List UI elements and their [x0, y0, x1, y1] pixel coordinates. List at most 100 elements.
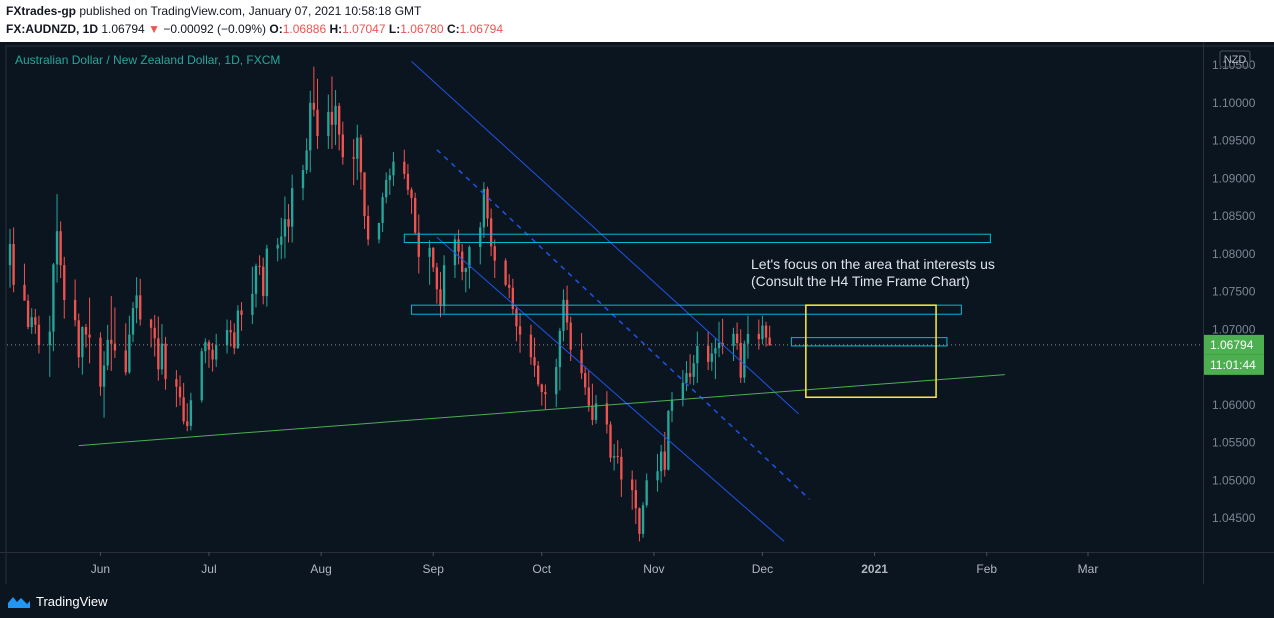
candle-body: [334, 105, 337, 125]
chart-background: [0, 42, 1274, 584]
x-tick-label: Jun: [91, 562, 110, 576]
candle-body: [417, 232, 420, 257]
candle-body: [706, 345, 710, 362]
chart-area[interactable]: 1.045001.050001.055001.060001.065001.070…: [0, 42, 1274, 584]
price-change: −0.00092 (−0.09%): [163, 22, 267, 36]
candle-body: [262, 266, 265, 297]
candle-body: [634, 490, 637, 509]
focus-area-box: [805, 304, 937, 399]
candle-body: [240, 310, 243, 315]
candle-body: [287, 219, 290, 227]
candle-body: [565, 299, 569, 323]
candle-body: [710, 353, 713, 362]
candle-body: [131, 308, 135, 335]
close-label: C:: [446, 22, 460, 36]
resistance-zone-middle: [411, 304, 962, 315]
candle-body: [359, 137, 363, 173]
candle-body: [63, 265, 66, 300]
candle-body: [229, 330, 232, 333]
resistance-zone-upper: [403, 233, 991, 244]
candle-body: [338, 105, 341, 135]
candle-body: [645, 480, 648, 506]
candle-body: [225, 330, 229, 346]
candle-body: [432, 247, 435, 268]
candle-body: [301, 170, 305, 189]
candle-body: [283, 219, 287, 237]
candle-body: [489, 218, 493, 247]
countdown-badge: [1204, 354, 1264, 375]
candle-body: [135, 295, 138, 309]
published-text: published on TradingView.com, January 07…: [79, 4, 422, 18]
candle-body: [714, 348, 717, 354]
x-tick-label: Feb: [976, 562, 997, 576]
ascending-trendline: [78, 374, 1005, 447]
candle-body: [558, 330, 562, 368]
candle-body: [290, 188, 294, 227]
candle-body: [663, 451, 666, 470]
y-tick-label: 1.09000: [1212, 171, 1256, 185]
candle-body: [696, 345, 699, 364]
candle-body: [457, 239, 460, 252]
candle-body: [461, 251, 464, 272]
candle-body: [73, 299, 77, 321]
y-tick-label: 1.09500: [1212, 134, 1256, 148]
author-name[interactable]: FXtrades-gp: [6, 4, 77, 18]
x-tick-label: Nov: [643, 562, 664, 576]
candle-body: [149, 319, 153, 328]
candle-body: [59, 231, 62, 266]
candle-body: [77, 320, 80, 358]
candle-body: [732, 333, 735, 346]
y-tick-label: 1.06000: [1212, 398, 1256, 412]
candle-body: [305, 150, 308, 171]
candle-body: [609, 424, 612, 458]
candle-body: [356, 137, 359, 159]
tradingview-logo-icon: [8, 597, 30, 608]
y-tick-label: 1.08500: [1212, 209, 1256, 223]
candle-body: [182, 397, 185, 422]
last-price: 1.06794: [101, 22, 145, 36]
candle-body: [189, 400, 193, 426]
tradingview-brand[interactable]: TradingView: [8, 591, 108, 611]
candle-body: [428, 247, 431, 257]
candle-body: [587, 387, 590, 406]
last-price-badge-text: 1.06794: [1210, 338, 1254, 352]
annotation-text: Let's focus on the area that interests u…: [751, 256, 995, 272]
candle-body: [84, 327, 88, 335]
candle-body: [453, 239, 457, 266]
candle-body: [605, 403, 609, 425]
candle-body: [124, 350, 127, 373]
open-value: 1.06886: [282, 22, 327, 36]
candle-body: [413, 197, 417, 233]
candle-body: [406, 173, 410, 190]
candle-body: [529, 334, 533, 358]
candle-body: [717, 342, 721, 349]
candle-body: [26, 300, 30, 328]
down-arrow-icon: ▼: [148, 22, 160, 36]
currency-box: [1219, 50, 1251, 68]
candle-body: [200, 351, 203, 401]
candle-body: [341, 134, 344, 158]
close-value: 1.06794: [459, 22, 504, 36]
countdown-text: 11:01:44: [1210, 358, 1256, 372]
candle-body: [215, 345, 218, 360]
candle-body: [204, 342, 207, 352]
candle-body: [23, 284, 26, 301]
candle-body: [493, 246, 496, 261]
currency-label: NZD: [1224, 54, 1247, 66]
candle-body: [464, 268, 467, 272]
low-value: 1.06780: [400, 22, 444, 36]
candle-body: [504, 260, 507, 285]
ohlc-line: FX:AUDNZD, 1D 1.06794 ▼ −0.00092 (−0.09%…: [6, 22, 503, 36]
candle-body: [594, 403, 598, 420]
candle-body: [128, 334, 131, 373]
price-chart[interactable]: 1.045001.050001.055001.060001.065001.070…: [0, 42, 1274, 584]
publication-header: FXtrades-gp published on TradingView.com…: [0, 0, 1274, 42]
footer: TradingView: [0, 584, 1274, 618]
candle-body: [30, 317, 33, 328]
x-tick-label: Sep: [423, 562, 445, 576]
candle-body: [153, 327, 156, 339]
candle-body: [392, 161, 395, 176]
high-value: 1.07047: [342, 22, 386, 36]
candle-body: [280, 236, 283, 245]
candle-body: [536, 365, 540, 385]
